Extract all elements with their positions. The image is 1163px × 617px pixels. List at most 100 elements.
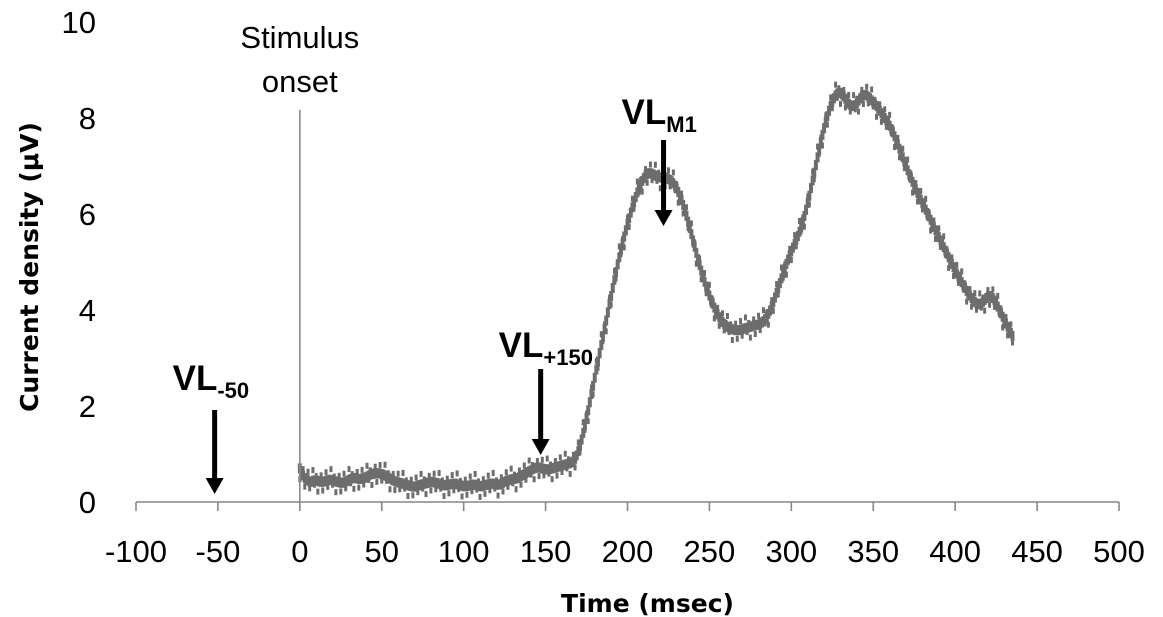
data-point: [506, 483, 510, 490]
data-point: [617, 252, 622, 263]
data-point: [496, 492, 500, 499]
data-point: [630, 202, 635, 213]
data-point: [478, 493, 482, 500]
data-point: [970, 303, 974, 310]
data-point: [357, 484, 361, 491]
data-point: [499, 474, 503, 481]
data-point: [886, 117, 890, 124]
data-point: [367, 476, 371, 483]
data-point: [716, 304, 720, 311]
data-point: [906, 156, 910, 163]
data-point: [686, 216, 691, 227]
data-point: [668, 183, 672, 190]
data-point: [699, 265, 704, 276]
data-point: [817, 151, 821, 157]
data-point: [388, 486, 392, 493]
data-point: [978, 290, 982, 297]
data-point: [706, 286, 710, 293]
data-point: [391, 470, 395, 477]
arrow-head: [205, 478, 224, 494]
data-point: [820, 129, 825, 140]
data-point: [934, 235, 938, 242]
data-point: [684, 210, 689, 221]
data-point: [825, 111, 830, 122]
data-point: [583, 427, 587, 433]
annotation-arrow: VL-50: [173, 359, 250, 494]
data-point: [576, 446, 581, 457]
data-point: [614, 275, 618, 282]
data-point: [308, 485, 312, 492]
data-point: [694, 247, 699, 258]
data-point: [800, 216, 805, 227]
data-point: [424, 491, 428, 498]
y-tick-label: 0: [79, 485, 96, 520]
data-point: [563, 450, 567, 457]
data-point: [721, 310, 725, 317]
data-point: [342, 470, 346, 477]
data-point: [406, 493, 410, 499]
data-point: [450, 472, 454, 479]
data-point: [607, 299, 612, 310]
data-point: [703, 270, 707, 277]
annotation-arrow: VL+150: [499, 326, 593, 455]
data-point: [481, 476, 485, 483]
data-point: [689, 229, 694, 240]
data-point: [748, 334, 752, 341]
data-point: [588, 401, 592, 408]
data-point: [688, 222, 692, 229]
data-point: [596, 356, 601, 367]
data-point: [752, 316, 756, 323]
data-point: [629, 209, 633, 216]
data-point: [999, 306, 1003, 313]
data-point: [344, 485, 348, 492]
data-point: [753, 331, 757, 337]
data-point: [734, 320, 738, 327]
data-point: [1011, 339, 1015, 346]
data-point: [434, 486, 438, 493]
data-point: [725, 313, 729, 319]
data-point: [924, 195, 928, 202]
data-point: [452, 487, 456, 494]
data-point: [711, 296, 715, 303]
data-point: [416, 489, 420, 496]
annotation-label: VL-50: [173, 359, 250, 403]
data-point: [604, 328, 608, 335]
data-point: [823, 116, 828, 127]
x-tick-label: 200: [602, 534, 654, 569]
data-point: [847, 91, 851, 98]
data-point: [865, 83, 869, 90]
data-point: [658, 185, 662, 192]
data-point: [996, 292, 1000, 299]
data-point: [994, 298, 998, 305]
data-point: [582, 420, 587, 431]
x-tick-label: 300: [765, 534, 817, 569]
data-point: [798, 217, 802, 224]
data-point: [693, 239, 697, 246]
data-point: [986, 287, 990, 294]
data-point: [589, 389, 594, 399]
data-point: [947, 265, 951, 271]
data-point: [488, 487, 492, 494]
data-point: [835, 94, 839, 101]
data-point: [818, 137, 823, 147]
data-point: [352, 485, 356, 492]
y-tick-label: 6: [79, 197, 96, 232]
data-point: [429, 487, 433, 494]
data-point: [740, 332, 744, 339]
data-point: [789, 257, 793, 264]
data-point: [468, 473, 472, 480]
data-point: [739, 318, 743, 325]
data-point: [701, 273, 705, 280]
data-point: [761, 307, 765, 314]
data-point: [619, 251, 623, 258]
data-point: [311, 467, 315, 474]
data-point: [973, 290, 977, 297]
data-point: [514, 486, 518, 493]
data-point: [776, 291, 780, 298]
data-point: [411, 492, 415, 499]
data-point: [758, 326, 762, 333]
data-point: [896, 134, 900, 141]
data-point: [432, 470, 436, 477]
y-tick-label: 10: [62, 5, 96, 40]
